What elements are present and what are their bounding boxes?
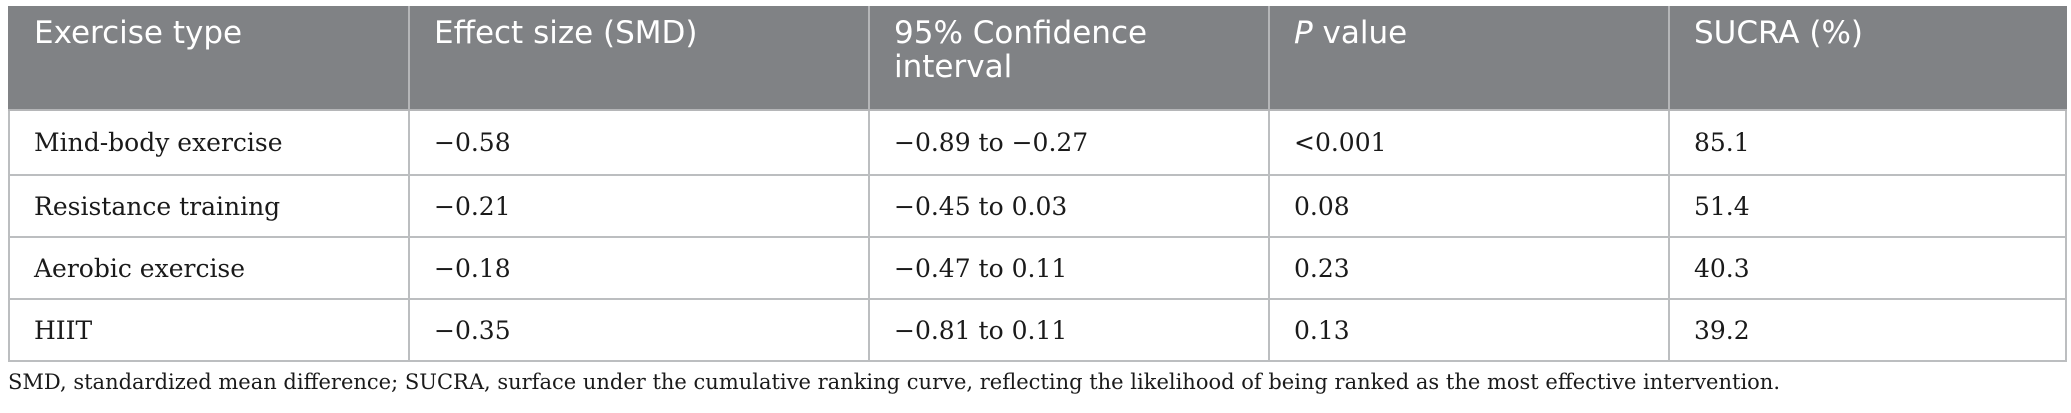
cell-p: <0.001 bbox=[1268, 109, 1670, 176]
cell-smd: −0.58 bbox=[408, 109, 870, 176]
table-row: Aerobic exercise −0.18 −0.47 to 0.11 0.2… bbox=[8, 236, 2067, 300]
header-p-value: P value bbox=[1268, 6, 1670, 111]
table-row: Mind-body exercise −0.58 −0.89 to −0.27 … bbox=[8, 109, 2067, 176]
header-sucra: SUCRA (%) bbox=[1668, 6, 2067, 111]
cell-ci: −0.89 to −0.27 bbox=[868, 109, 1270, 176]
p-symbol: P bbox=[1294, 15, 1313, 51]
cell-p: 0.13 bbox=[1268, 298, 1670, 362]
table-row: HIIT −0.35 −0.81 to 0.11 0.13 39.2 bbox=[8, 298, 2067, 362]
cell-ci: −0.81 to 0.11 bbox=[868, 298, 1270, 362]
header-row: Exercise type Effect size (SMD) 95% Conf… bbox=[8, 6, 2067, 111]
cell-sucra: 51.4 bbox=[1668, 174, 2067, 238]
table-row: Resistance training −0.21 −0.45 to 0.03 … bbox=[8, 174, 2067, 238]
cell-sucra: 39.2 bbox=[1668, 298, 2067, 362]
cell-sucra: 85.1 bbox=[1668, 109, 2067, 176]
cell-ci: −0.45 to 0.03 bbox=[868, 174, 1270, 238]
cell-ci: −0.47 to 0.11 bbox=[868, 236, 1270, 300]
cell-sucra: 40.3 bbox=[1668, 236, 2067, 300]
table-footnote: SMD, standardized mean difference; SUCRA… bbox=[8, 370, 1781, 394]
header-confidence-interval: 95% Confidence interval bbox=[868, 6, 1270, 111]
cell-smd: −0.35 bbox=[408, 298, 870, 362]
table-header: Exercise type Effect size (SMD) 95% Conf… bbox=[8, 6, 2067, 111]
cell-p: 0.23 bbox=[1268, 236, 1670, 300]
header-effect-size: Effect size (SMD) bbox=[408, 6, 870, 111]
cell-smd: −0.18 bbox=[408, 236, 870, 300]
table-body: Mind-body exercise −0.58 −0.89 to −0.27 … bbox=[8, 109, 2067, 362]
results-table-container: Exercise type Effect size (SMD) 95% Conf… bbox=[8, 6, 2067, 362]
cell-exercise: HIIT bbox=[8, 298, 410, 362]
header-exercise-type: Exercise type bbox=[8, 6, 410, 111]
results-table: Exercise type Effect size (SMD) 95% Conf… bbox=[8, 6, 2067, 362]
cell-smd: −0.21 bbox=[408, 174, 870, 238]
cell-exercise: Mind-body exercise bbox=[8, 109, 410, 176]
cell-exercise: Resistance training bbox=[8, 174, 410, 238]
cell-p: 0.08 bbox=[1268, 174, 1670, 238]
cell-exercise: Aerobic exercise bbox=[8, 236, 410, 300]
p-value-label: value bbox=[1312, 15, 1408, 51]
